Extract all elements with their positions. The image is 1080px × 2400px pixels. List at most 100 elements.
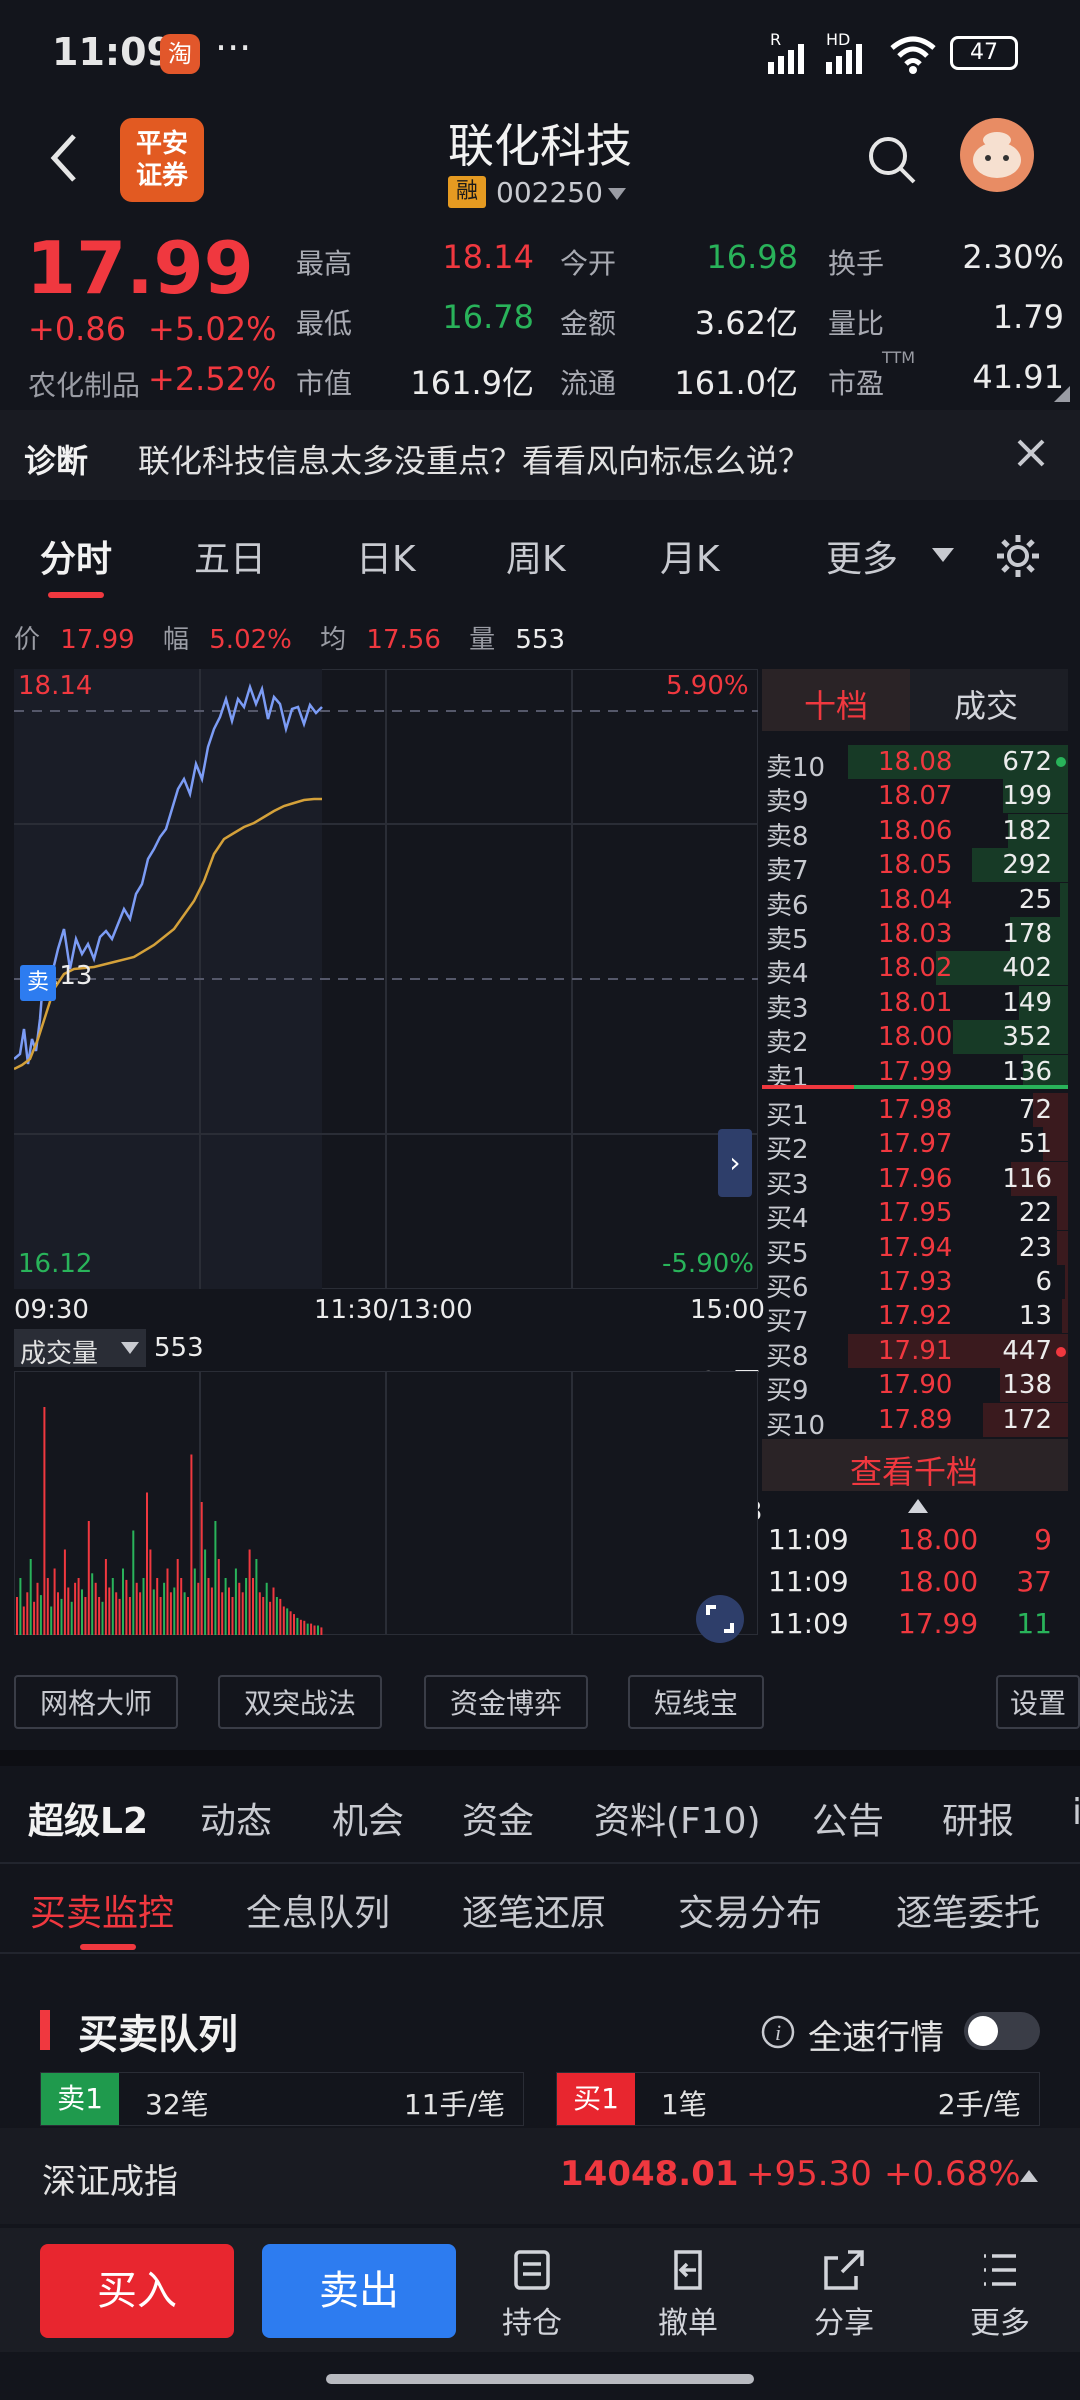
info-icon[interactable]: i (760, 2014, 796, 2050)
subtab-tick-orders[interactable]: 逐笔委托 (896, 1893, 1041, 1934)
subtab-trade-monitor[interactable]: 买卖监控 (30, 1893, 175, 1934)
tab-opportunity[interactable]: 机会 (332, 1801, 405, 1842)
tab-more[interactable]: 更多 (826, 539, 899, 580)
tab-f10[interactable]: 资料(F10) (594, 1801, 761, 1842)
sell-pressure-bar (762, 1085, 854, 1089)
bid-level-2[interactable]: 买2 17.97 51 (762, 1127, 1068, 1165)
bid-level-6[interactable]: 买6 17.93 6 (762, 1265, 1068, 1303)
tab-news[interactable]: 动态 (200, 1801, 273, 1842)
search-icon[interactable] (866, 134, 918, 186)
tab-daily-k[interactable]: 日K (356, 539, 416, 580)
bid-level-9[interactable]: 买9 17.90 138 (762, 1368, 1068, 1406)
buy1-tag: 买1 (557, 2073, 635, 2125)
battery-icon: 47 (950, 36, 1018, 70)
tab-research[interactable]: 研报 (942, 1801, 1015, 1842)
menu-icon (984, 2254, 1016, 2286)
ask-level-3[interactable]: 卖8 18.06 182 (762, 813, 1068, 852)
trade-time: 11:09 (768, 1607, 849, 1640)
expand-corner-icon[interactable] (1054, 386, 1070, 402)
intraday-price-chart[interactable] (14, 669, 758, 1289)
tab-intraday[interactable]: 分时 (40, 539, 113, 580)
home-indicator[interactable] (326, 2374, 754, 2384)
holdings-button[interactable]: 持仓 (472, 2248, 592, 2342)
depth-bar (953, 1020, 1068, 1055)
subtab-tick-restore[interactable]: 逐笔还原 (462, 1893, 607, 1934)
view-all-levels-button[interactable]: 查看千档 (762, 1439, 1068, 1491)
index-ticker-bar[interactable]: 深证成指 14048.01 +95.30 +0.68% (0, 2128, 1080, 2224)
tab-five-day[interactable]: 五日 (194, 539, 267, 580)
bid-level-10[interactable]: 买10 17.89 172 (762, 1402, 1068, 1441)
volume-bar (159, 1597, 162, 1635)
sell1-count: 32笔 (145, 2088, 209, 2121)
volume-bar (139, 1592, 142, 1635)
bid-level-4[interactable]: 买4 17.95 22 (762, 1196, 1068, 1234)
fullscreen-button[interactable] (696, 1595, 744, 1643)
high-value: 18.14 (442, 238, 534, 276)
volume-bar (262, 1597, 265, 1635)
volume-bar (132, 1530, 135, 1635)
ask-level-5[interactable]: 卖6 18.04 25 (762, 882, 1068, 921)
sell-marker[interactable]: 卖 (20, 965, 56, 1001)
ask-level-9[interactable]: 卖2 18.00 352 (762, 1020, 1068, 1058)
close-icon[interactable] (1016, 438, 1046, 468)
tab-monthly-k[interactable]: 月K (660, 539, 720, 580)
full-speed-toggle[interactable] (964, 2012, 1040, 2050)
level-label: 卖8 (766, 821, 809, 852)
tab-weekly-k[interactable]: 周K (506, 539, 566, 580)
tab-trades-label: 成交 (954, 687, 1019, 725)
bid-level-3[interactable]: 买3 17.96 116 (762, 1161, 1068, 1200)
tool-grid-master[interactable]: 网格大师 (14, 1675, 178, 1729)
diagnosis-banner[interactable]: 诊断 联化科技信息太多没重点？看看风向标怎么说？ (0, 410, 1080, 500)
tool-capital-game[interactable]: 资金博弈 (424, 1675, 588, 1729)
ask-level-2[interactable]: 卖9 18.07 199 (762, 779, 1068, 817)
bid-level-1[interactable]: 买1 17.98 72 (762, 1093, 1068, 1131)
ask-level-7[interactable]: 卖4 18.02 402 (762, 951, 1068, 989)
bid-level-5[interactable]: 买5 17.94 23 (762, 1230, 1068, 1269)
more-dropdown-icon[interactable] (930, 546, 956, 564)
cancel-order-button[interactable]: 撤单 (628, 2248, 748, 2342)
tab-ten-levels[interactable]: 十档 (762, 669, 910, 731)
code-dropdown-icon[interactable] (606, 186, 628, 202)
tab-super-l2[interactable]: 超级L2 (28, 1801, 148, 1842)
tab-trades[interactable]: 成交 (910, 669, 1068, 731)
tool-double-break[interactable]: 双突战法 (218, 1675, 382, 1729)
chart-expand-arrow-icon[interactable]: › (718, 1129, 752, 1197)
sell-button[interactable]: 卖出 (262, 2244, 456, 2338)
ask-level-8[interactable]: 卖3 18.01 149 (762, 985, 1068, 1024)
level-label: 卖5 (766, 925, 809, 955)
volume-indicator-select[interactable]: 成交量 (14, 1329, 146, 1369)
tab-capital[interactable]: 资金 (462, 1801, 535, 1842)
ask-level-10[interactable]: 卖1 17.99 136 (762, 1054, 1068, 1093)
volume-bar (224, 1578, 227, 1635)
subtab-trade-distribution[interactable]: 交易分布 (678, 1893, 823, 1934)
tool-short-line[interactable]: 短线宝 (628, 1675, 764, 1729)
tool-settings[interactable]: 设置 (996, 1675, 1080, 1729)
bid8-marker-dot (1056, 1347, 1066, 1357)
stock-header: 平安 证券 联化科技 融 002250 (0, 104, 1080, 224)
more-button[interactable]: 更多 (940, 2248, 1060, 2342)
bid-level-7[interactable]: 买7 17.92 13 (762, 1299, 1068, 1337)
buy-button[interactable]: 买入 (40, 2244, 234, 2338)
scroll-up-icon[interactable] (906, 1497, 930, 1515)
trade-vol: 11 (1016, 1607, 1052, 1640)
volume-bar (217, 1559, 220, 1635)
depth-bar (848, 745, 1068, 779)
share-button[interactable]: 分享 (784, 2248, 904, 2342)
ask-level-6[interactable]: 卖5 18.03 178 (762, 917, 1068, 955)
level-price: 17.91 (878, 1335, 953, 1366)
tab-announcement[interactable]: 公告 (812, 1801, 885, 1842)
diagnosis-text[interactable]: 联化科技信息太多没重点？看看风向标怎么说？ (138, 442, 811, 480)
level-label: 卖10 (766, 753, 826, 783)
index-expand-icon[interactable] (1018, 2168, 1040, 2184)
price-change: +0.86 (28, 310, 127, 348)
subtab-full-queue[interactable]: 全息队列 (246, 1893, 391, 1934)
ask-level-1[interactable]: 卖10 18.08 672 (762, 745, 1068, 783)
avatar[interactable] (960, 118, 1034, 192)
bid-level-8[interactable]: 买8 17.91 447 (762, 1333, 1068, 1372)
tab-overflow[interactable]: i (1072, 1792, 1080, 1833)
back-icon[interactable] (44, 130, 84, 186)
sector-name[interactable]: 农化制品 (28, 369, 141, 402)
volume-bar (176, 1559, 179, 1635)
ask-level-4[interactable]: 卖7 18.05 292 (762, 848, 1068, 886)
gear-icon[interactable] (994, 532, 1042, 580)
